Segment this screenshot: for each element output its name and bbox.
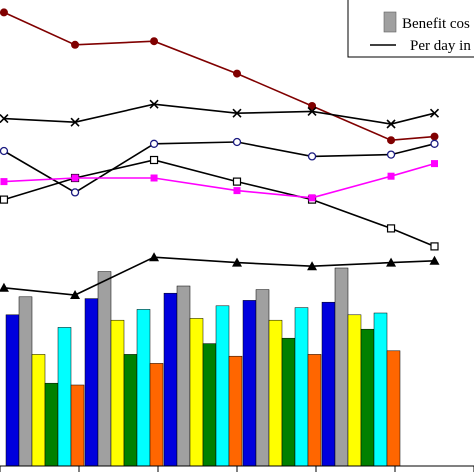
- line-point-circle: [0, 146, 9, 156]
- lines-layer: [0, 8, 440, 299]
- bar-series-4: [281, 337, 296, 467]
- bar-series-1: [163, 292, 178, 467]
- line-point-square: [430, 242, 439, 251]
- legend-label-per-day: Per day in: [410, 38, 471, 54]
- line-point-triangle: [232, 257, 242, 267]
- bar-series-1: [242, 300, 257, 467]
- bar-series-6: [70, 384, 85, 467]
- line-point-square-filled: [0, 178, 8, 186]
- bar-series-2: [97, 271, 112, 467]
- line-point-triangle: [149, 252, 160, 262]
- bar-series-1: [321, 301, 336, 467]
- line-point-dot: [387, 136, 396, 145]
- bars-layer: [5, 267, 401, 467]
- line-point-x: [149, 99, 159, 109]
- line-point-square: [386, 224, 396, 233]
- bar-series-3: [110, 319, 125, 467]
- line-point-square-filled: [431, 160, 438, 168]
- line-point-circle: [430, 139, 439, 148]
- bar-series-5: [215, 305, 230, 467]
- bar-series-2: [334, 267, 349, 467]
- bar-series-4: [202, 343, 217, 467]
- line-point-triangle: [429, 255, 440, 265]
- bar-series-5: [294, 307, 309, 467]
- bar-series-2: [176, 285, 191, 467]
- line-point-circle: [70, 188, 80, 197]
- line-point-square-filled: [308, 194, 316, 202]
- line-point-x: [232, 108, 242, 118]
- line-point-dot: [308, 102, 317, 110]
- bar-series-2: [18, 296, 33, 467]
- line-point-dot: [233, 69, 241, 78]
- bar-series-6: [307, 354, 322, 467]
- legend-label-benefit: Benefit cos: [402, 16, 470, 32]
- line-point-dot: [71, 40, 80, 49]
- line-point-square-filled: [387, 172, 395, 180]
- line-point-triangle: [307, 261, 318, 271]
- bar-series-6: [149, 363, 164, 467]
- bar-series-5: [373, 312, 388, 467]
- line-point-circle: [386, 150, 396, 159]
- line-point-triangle: [70, 290, 81, 299]
- bar-series-3: [189, 318, 204, 467]
- bar-series-5: [136, 309, 151, 467]
- line-point-square: [149, 155, 159, 165]
- bar-series-3: [31, 354, 46, 467]
- bar-series-6: [386, 350, 401, 467]
- bar-series-3: [268, 319, 283, 467]
- x-axis: [0, 465, 474, 472]
- legend-bar-swatch: [383, 11, 397, 33]
- bar-series-2: [255, 289, 270, 467]
- line-point-circle: [307, 152, 317, 161]
- line-point-x: [386, 119, 396, 129]
- bar-series-3: [347, 314, 362, 467]
- line-point-dot: [0, 8, 8, 17]
- bar-series-1: [5, 314, 20, 467]
- line-point-x: [0, 114, 9, 124]
- line-point-square: [0, 195, 9, 204]
- line-point-circle: [149, 139, 159, 148]
- bar-series-4: [123, 354, 138, 467]
- line-point-x: [70, 117, 80, 127]
- line-point-dot: [150, 37, 159, 46]
- line-point-triangle: [386, 257, 397, 267]
- line-point-square-filled: [71, 174, 79, 182]
- bar-series-6: [228, 355, 243, 467]
- line-point-square-filled: [150, 174, 158, 182]
- line-point-square: [232, 177, 242, 186]
- bar-series-4: [44, 382, 59, 467]
- bar-series-1: [84, 298, 99, 467]
- line-point-circle: [232, 137, 242, 147]
- line-point-dot: [430, 132, 439, 141]
- bar-series-5: [57, 327, 72, 467]
- legend-box: [347, 0, 474, 58]
- line-point-triangle: [0, 282, 9, 292]
- bar-series-4: [360, 328, 375, 467]
- line-point-x: [429, 108, 440, 118]
- line-point-x: [307, 106, 317, 116]
- legend: Benefit cos Per day in: [347, 0, 474, 58]
- line-point-square-filled: [233, 187, 241, 195]
